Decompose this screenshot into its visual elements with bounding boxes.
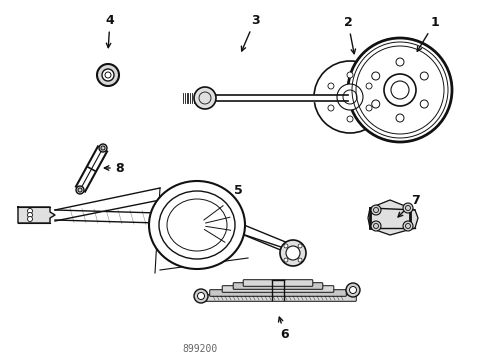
Circle shape: [366, 83, 372, 89]
Circle shape: [396, 114, 404, 122]
Circle shape: [97, 64, 119, 86]
Circle shape: [371, 221, 381, 231]
Circle shape: [328, 83, 334, 89]
Circle shape: [420, 72, 428, 80]
Circle shape: [384, 74, 416, 106]
Text: 899200: 899200: [182, 344, 218, 354]
Circle shape: [396, 58, 404, 66]
Circle shape: [194, 289, 208, 303]
FancyBboxPatch shape: [200, 295, 356, 301]
Circle shape: [403, 203, 413, 213]
Text: 8: 8: [104, 162, 124, 175]
Circle shape: [314, 61, 386, 133]
Circle shape: [347, 116, 353, 122]
Circle shape: [366, 105, 372, 111]
Circle shape: [76, 186, 84, 194]
Circle shape: [328, 105, 334, 111]
Circle shape: [298, 258, 302, 262]
Circle shape: [27, 208, 32, 213]
Text: 2: 2: [343, 15, 356, 54]
Circle shape: [371, 205, 381, 215]
Circle shape: [337, 84, 363, 110]
Ellipse shape: [280, 240, 306, 266]
Circle shape: [99, 144, 107, 152]
FancyBboxPatch shape: [222, 286, 334, 292]
Text: 7: 7: [398, 194, 419, 217]
Text: 4: 4: [106, 13, 114, 48]
Circle shape: [284, 244, 288, 248]
Circle shape: [197, 292, 204, 300]
FancyBboxPatch shape: [243, 280, 313, 286]
Text: 5: 5: [223, 184, 243, 204]
Circle shape: [372, 72, 380, 80]
FancyBboxPatch shape: [233, 283, 323, 289]
Circle shape: [346, 283, 360, 297]
Circle shape: [284, 258, 288, 262]
Circle shape: [420, 100, 428, 108]
Text: 1: 1: [417, 15, 440, 51]
Circle shape: [349, 287, 357, 293]
Polygon shape: [368, 200, 418, 235]
Circle shape: [27, 216, 32, 221]
Polygon shape: [18, 207, 55, 223]
FancyBboxPatch shape: [210, 290, 346, 296]
Text: 6: 6: [278, 317, 289, 342]
Circle shape: [286, 246, 300, 260]
Circle shape: [194, 87, 216, 109]
Circle shape: [27, 212, 32, 217]
Circle shape: [347, 72, 353, 78]
Ellipse shape: [149, 181, 245, 269]
Circle shape: [298, 244, 302, 248]
Circle shape: [372, 100, 380, 108]
Circle shape: [403, 221, 413, 231]
Text: 3: 3: [242, 13, 259, 51]
Circle shape: [348, 38, 452, 142]
Circle shape: [102, 69, 114, 81]
